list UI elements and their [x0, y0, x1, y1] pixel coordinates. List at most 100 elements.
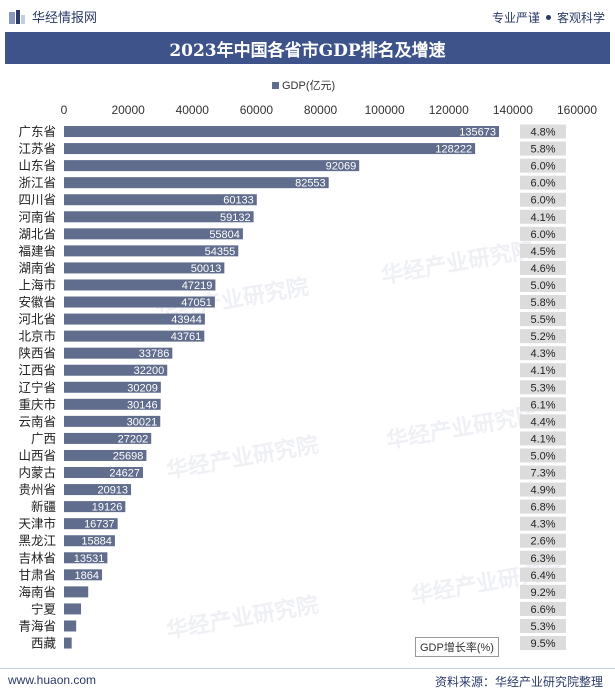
x-tick-label: 140000 — [493, 103, 533, 117]
gdp-data-label: 60133 — [223, 195, 254, 207]
growth-data-label: 6.4% — [530, 570, 555, 582]
gdp-data-label: 32200 — [134, 365, 165, 377]
gdp-bar-chart: 0 20000 40000 60000 80000 100000 120000 140000 1… — [18, 103, 597, 651]
gdp-data-label: 92069 — [326, 161, 357, 173]
growth-cell — [520, 175, 566, 190]
gdp-bar — [64, 262, 225, 274]
growth-data-label: 5.3% — [530, 382, 555, 394]
legend: GDP(亿元) — [272, 77, 335, 93]
gdp-data-label: 24627 — [109, 468, 140, 480]
growth-cell — [520, 329, 566, 344]
gdp-bar — [64, 620, 77, 632]
gdp-data-label: 43761 — [171, 331, 202, 343]
growth-data-label: 4.8% — [530, 127, 555, 139]
category-label: 浙江省 — [18, 175, 56, 190]
category-label: 重庆市 — [18, 397, 56, 412]
gdp-bar — [64, 518, 118, 530]
growth-data-label: 6.3% — [530, 553, 555, 565]
category-label: 西藏 — [31, 636, 57, 651]
gdp-bar — [64, 364, 168, 376]
category-label: 新疆 — [31, 499, 56, 514]
gdp-bar — [64, 194, 257, 206]
gdp-bar — [64, 211, 254, 223]
category-label: 北京市 — [18, 329, 56, 344]
category-label: 吉林省 — [18, 550, 56, 565]
growth-cell — [520, 618, 566, 633]
gdp-bar — [64, 160, 360, 172]
gdp-data-label: 27202 — [118, 433, 149, 445]
growth-data-label: 6.0% — [530, 195, 555, 207]
growth-cell — [520, 465, 566, 480]
gdp-bar — [64, 552, 108, 564]
x-tick-label: 100000 — [365, 103, 405, 117]
gdp-data-label: 82553 — [295, 178, 326, 190]
footer-divider — [0, 668, 615, 669]
growth-data-label: 6.6% — [530, 604, 555, 616]
category-label: 海南省 — [18, 584, 56, 599]
category-label: 宁夏 — [31, 601, 57, 616]
growth-cell — [520, 260, 566, 275]
growth-cell — [520, 312, 566, 327]
gdp-data-label: 43944 — [171, 314, 202, 326]
growth-cell — [520, 499, 566, 514]
growth-cell — [520, 601, 566, 616]
tagline: 专业严谨 客观科学 — [492, 9, 605, 26]
gdp-bar — [64, 432, 152, 444]
top-bar: 华经情报网 专业严谨 客观科学 — [0, 0, 615, 32]
growth-data-label: 4.3% — [530, 519, 555, 531]
growth-cell — [520, 363, 566, 378]
growth-data-label: 9.5% — [530, 638, 555, 650]
gdp-data-label: 16737 — [84, 519, 115, 531]
category-label: 湖南省 — [18, 260, 56, 275]
growth-data-label: 5.5% — [530, 314, 555, 326]
gdp-data-label: 47219 — [182, 280, 213, 292]
gdp-data-label: 1864 — [75, 570, 99, 582]
gdp-data-label: 33786 — [139, 348, 170, 360]
gdp-bar — [64, 449, 147, 461]
gdp-bar — [64, 381, 161, 393]
x-tick-label: 120000 — [429, 103, 469, 117]
growth-cell — [520, 141, 566, 156]
gdp-bar — [64, 245, 239, 257]
category-label: 河南省 — [18, 209, 56, 224]
category-label: 河北省 — [18, 312, 56, 327]
growth-data-label: 2.6% — [530, 536, 555, 548]
legend-label-gdp: GDP(亿元) — [282, 80, 336, 92]
gdp-data-label: 54355 — [205, 246, 236, 258]
growth-data-label: 5.2% — [530, 331, 555, 343]
chart-title: 2023年中国各省市GDP排名及增速 — [5, 32, 610, 64]
gdp-bar — [64, 467, 143, 479]
growth-cell — [520, 584, 566, 599]
gdp-data-label: 59132 — [220, 212, 251, 224]
growth-data-label: 5.3% — [530, 621, 555, 633]
growth-cell — [520, 516, 566, 531]
growth-cell — [520, 209, 566, 224]
growth-data-label: 4.4% — [530, 416, 555, 428]
growth-data-label: 6.8% — [530, 502, 555, 514]
gdp-data-label: 25698 — [113, 450, 144, 462]
growth-cell — [520, 124, 566, 139]
gdp-bar — [64, 228, 243, 240]
footer-source: 资料来源：华经产业研究院整理 — [434, 675, 603, 689]
gdp-data-label: 15884 — [81, 536, 112, 548]
category-label: 山东省 — [18, 158, 56, 173]
category-label: 江苏省 — [18, 141, 56, 156]
gdp-data-label: 13531 — [74, 553, 105, 565]
brand-name: 华经情报网 — [32, 10, 98, 25]
growth-cell — [520, 567, 566, 582]
growth-data-label: 7.3% — [530, 468, 555, 480]
x-tick-label: 20000 — [111, 103, 145, 117]
legend-swatch-gdp — [272, 81, 279, 89]
growth-cell — [520, 533, 566, 548]
growth-legend-label: GDP增长率(%) — [415, 637, 499, 657]
growth-cell — [520, 431, 566, 446]
growth-cell — [520, 380, 566, 395]
growth-data-label: 9.2% — [530, 587, 555, 599]
gdp-data-label: 30209 — [127, 382, 158, 394]
x-tick-label: 0 — [61, 103, 68, 117]
category-label: 天津市 — [18, 516, 56, 531]
x-tick-label: 60000 — [240, 103, 274, 117]
x-tick-label: 40000 — [176, 103, 210, 117]
growth-cell — [520, 636, 566, 651]
gdp-data-label: 30146 — [127, 399, 158, 411]
